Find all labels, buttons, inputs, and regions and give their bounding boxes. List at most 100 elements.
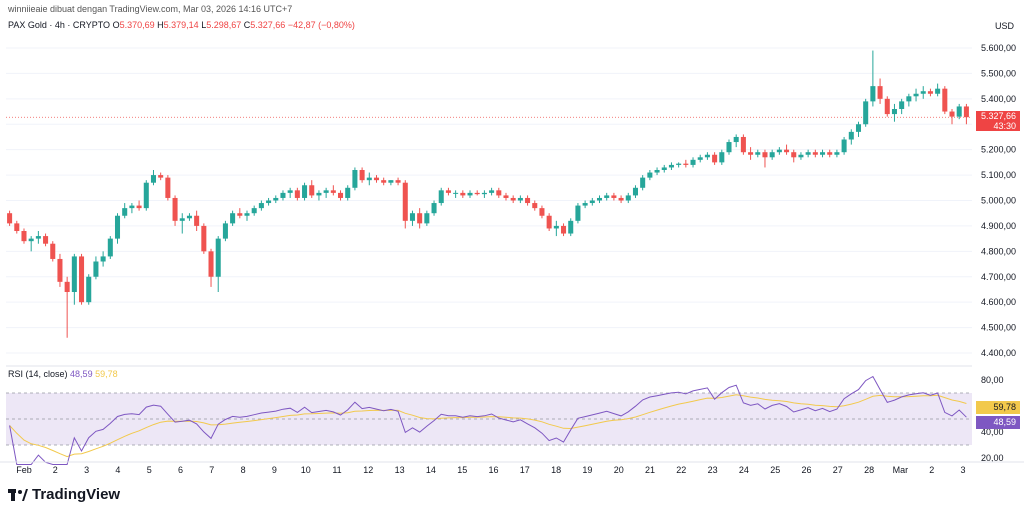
time-axis-label: 6 <box>178 465 183 475</box>
candle-body <box>474 192 480 195</box>
chart-credit: winniieaie dibuat dengan TradingView.com… <box>8 4 293 14</box>
price-axis-label: 4.700,00 <box>981 272 1016 282</box>
candle-body <box>57 258 63 282</box>
candle-body <box>431 203 437 214</box>
candle-body <box>438 190 444 204</box>
candle-body <box>129 205 135 209</box>
candle-body <box>596 197 603 201</box>
time-axis-label: 7 <box>209 465 214 475</box>
candle-body <box>158 175 164 178</box>
price-axis-label: 5.500,00 <box>981 68 1016 78</box>
symbol-legend: PAX Gold · 4h · CRYPTO O5.370,69 H5.379,… <box>8 20 355 30</box>
candle-body <box>481 192 487 195</box>
candle-body <box>71 256 77 292</box>
candle-body <box>891 109 897 115</box>
candle-body <box>942 88 948 112</box>
candle-body <box>395 180 401 183</box>
tradingview-logo[interactable]: TradingView <box>8 486 120 503</box>
candle-body <box>683 163 689 165</box>
time-axis-label: 15 <box>457 465 467 475</box>
candle-body <box>920 91 926 94</box>
candle-body <box>79 256 85 303</box>
time-axis-label: 17 <box>520 465 530 475</box>
candle-body <box>7 213 13 224</box>
candle-body <box>963 106 969 118</box>
candle-body <box>122 208 128 216</box>
candle-body <box>503 195 509 198</box>
candle-body <box>625 195 631 201</box>
candle-body <box>179 218 185 221</box>
candle-body <box>575 205 581 221</box>
candle-body <box>172 197 178 221</box>
candle-body <box>949 111 955 117</box>
candle-body <box>855 124 862 132</box>
candle-body <box>834 152 840 155</box>
rsi-signal: 59,78 <box>95 369 118 379</box>
candle-body <box>35 236 41 239</box>
candle-body <box>323 190 329 193</box>
candle-body <box>884 98 890 115</box>
time-axis-label: 25 <box>770 465 780 475</box>
price-axis-label: 5.400,00 <box>981 94 1016 104</box>
candle-body <box>568 220 574 234</box>
candle-body <box>676 163 682 165</box>
candle-body <box>604 195 610 198</box>
candle-body <box>302 185 308 198</box>
candle-body <box>546 215 552 229</box>
tradingview-logo-icon <box>8 488 28 501</box>
high-label: H <box>157 20 164 30</box>
candle-body <box>510 197 516 201</box>
time-axis-label: 2 <box>53 465 58 475</box>
candle-body <box>726 142 732 153</box>
candle-body <box>345 187 351 198</box>
open-label: O <box>112 20 120 30</box>
candle-body <box>143 182 149 209</box>
candle-body <box>704 154 710 158</box>
candle-body <box>93 261 99 277</box>
candle-body <box>668 164 674 168</box>
last-price: 5.327,66 <box>980 111 1016 121</box>
price-axis-label: 5.200,00 <box>981 145 1016 155</box>
candle-body <box>338 192 344 198</box>
rsi-signal-badge: 59,78 <box>976 401 1020 414</box>
candle-body <box>388 180 394 183</box>
candle-body <box>582 203 588 206</box>
candle-body <box>690 159 696 165</box>
candle-body <box>359 170 365 181</box>
candle-body <box>712 154 718 163</box>
candle-body <box>827 152 833 155</box>
candle-body <box>647 172 653 178</box>
price-axis-label: 5.600,00 <box>981 43 1016 53</box>
time-axis-label: 4 <box>115 465 120 475</box>
candle-body <box>740 136 746 153</box>
time-axis-label: 9 <box>272 465 277 475</box>
time-axis-label: 3 <box>84 465 89 475</box>
candle-body <box>86 276 92 303</box>
candle-body <box>445 190 451 193</box>
candle-body <box>316 192 322 196</box>
candle-body <box>632 187 638 196</box>
rsi-value-badge: 48,59 <box>976 416 1020 429</box>
rsi-value: 48,59 <box>70 369 93 379</box>
time-axis-label: 28 <box>864 465 874 475</box>
candle-body <box>366 177 372 181</box>
close-label: C <box>243 20 251 30</box>
candle-body <box>100 256 106 262</box>
rsi-axis-label: 80,00 <box>981 375 1004 385</box>
rsi-axis-label: 20,00 <box>981 453 1004 463</box>
rsi-signal-line <box>9 394 967 458</box>
close-value: 5.327,66 <box>250 20 286 30</box>
candle-body <box>906 96 912 102</box>
time-axis-label: 12 <box>363 465 373 475</box>
candle-body <box>539 208 545 216</box>
symbol-title: PAX Gold · 4h · CRYPTO <box>8 20 111 30</box>
candle-body <box>309 185 315 196</box>
time-axis-label: 14 <box>426 465 436 475</box>
candle-body <box>352 170 358 188</box>
candle-body <box>927 91 933 94</box>
candle-body <box>791 152 797 158</box>
candle-body <box>409 213 415 221</box>
rsi-legend: RSI (14, close) 48,59 59,78 <box>8 369 118 379</box>
time-axis-label: 27 <box>833 465 843 475</box>
